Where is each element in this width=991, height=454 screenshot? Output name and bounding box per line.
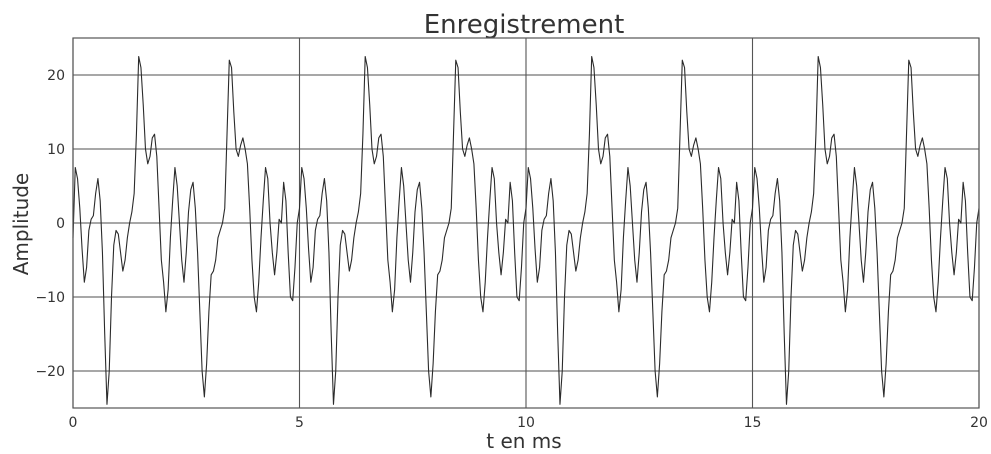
series-layer — [72, 55, 980, 405]
grid-lines — [72, 38, 980, 408]
x-tick-labels: 0 5 10 15 20 — [69, 415, 988, 431]
x-tick-label: 5 — [295, 415, 304, 431]
plot-frame — [72, 37, 980, 409]
x-tick-label: 20 — [970, 415, 988, 431]
x-tick-label: 0 — [69, 415, 78, 431]
y-tick-label: 20 — [47, 68, 65, 84]
y-tick-label: −20 — [35, 364, 65, 380]
series-line — [72, 55, 980, 405]
x-tick-label: 15 — [744, 415, 762, 431]
x-tick-label: 10 — [517, 415, 535, 431]
y-axis-label: Amplitude — [9, 173, 33, 276]
chart-title: Enregistrement — [424, 10, 625, 40]
y-tick-labels: −20 −10 0 10 20 — [35, 68, 65, 380]
y-tick-label: 10 — [47, 142, 65, 158]
x-axis-label: t en ms — [486, 429, 561, 453]
y-tick-label: 0 — [56, 216, 65, 232]
y-tick-label: −10 — [35, 290, 65, 306]
